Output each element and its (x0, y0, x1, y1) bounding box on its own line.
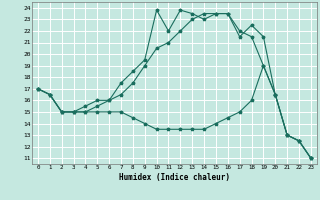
X-axis label: Humidex (Indice chaleur): Humidex (Indice chaleur) (119, 173, 230, 182)
